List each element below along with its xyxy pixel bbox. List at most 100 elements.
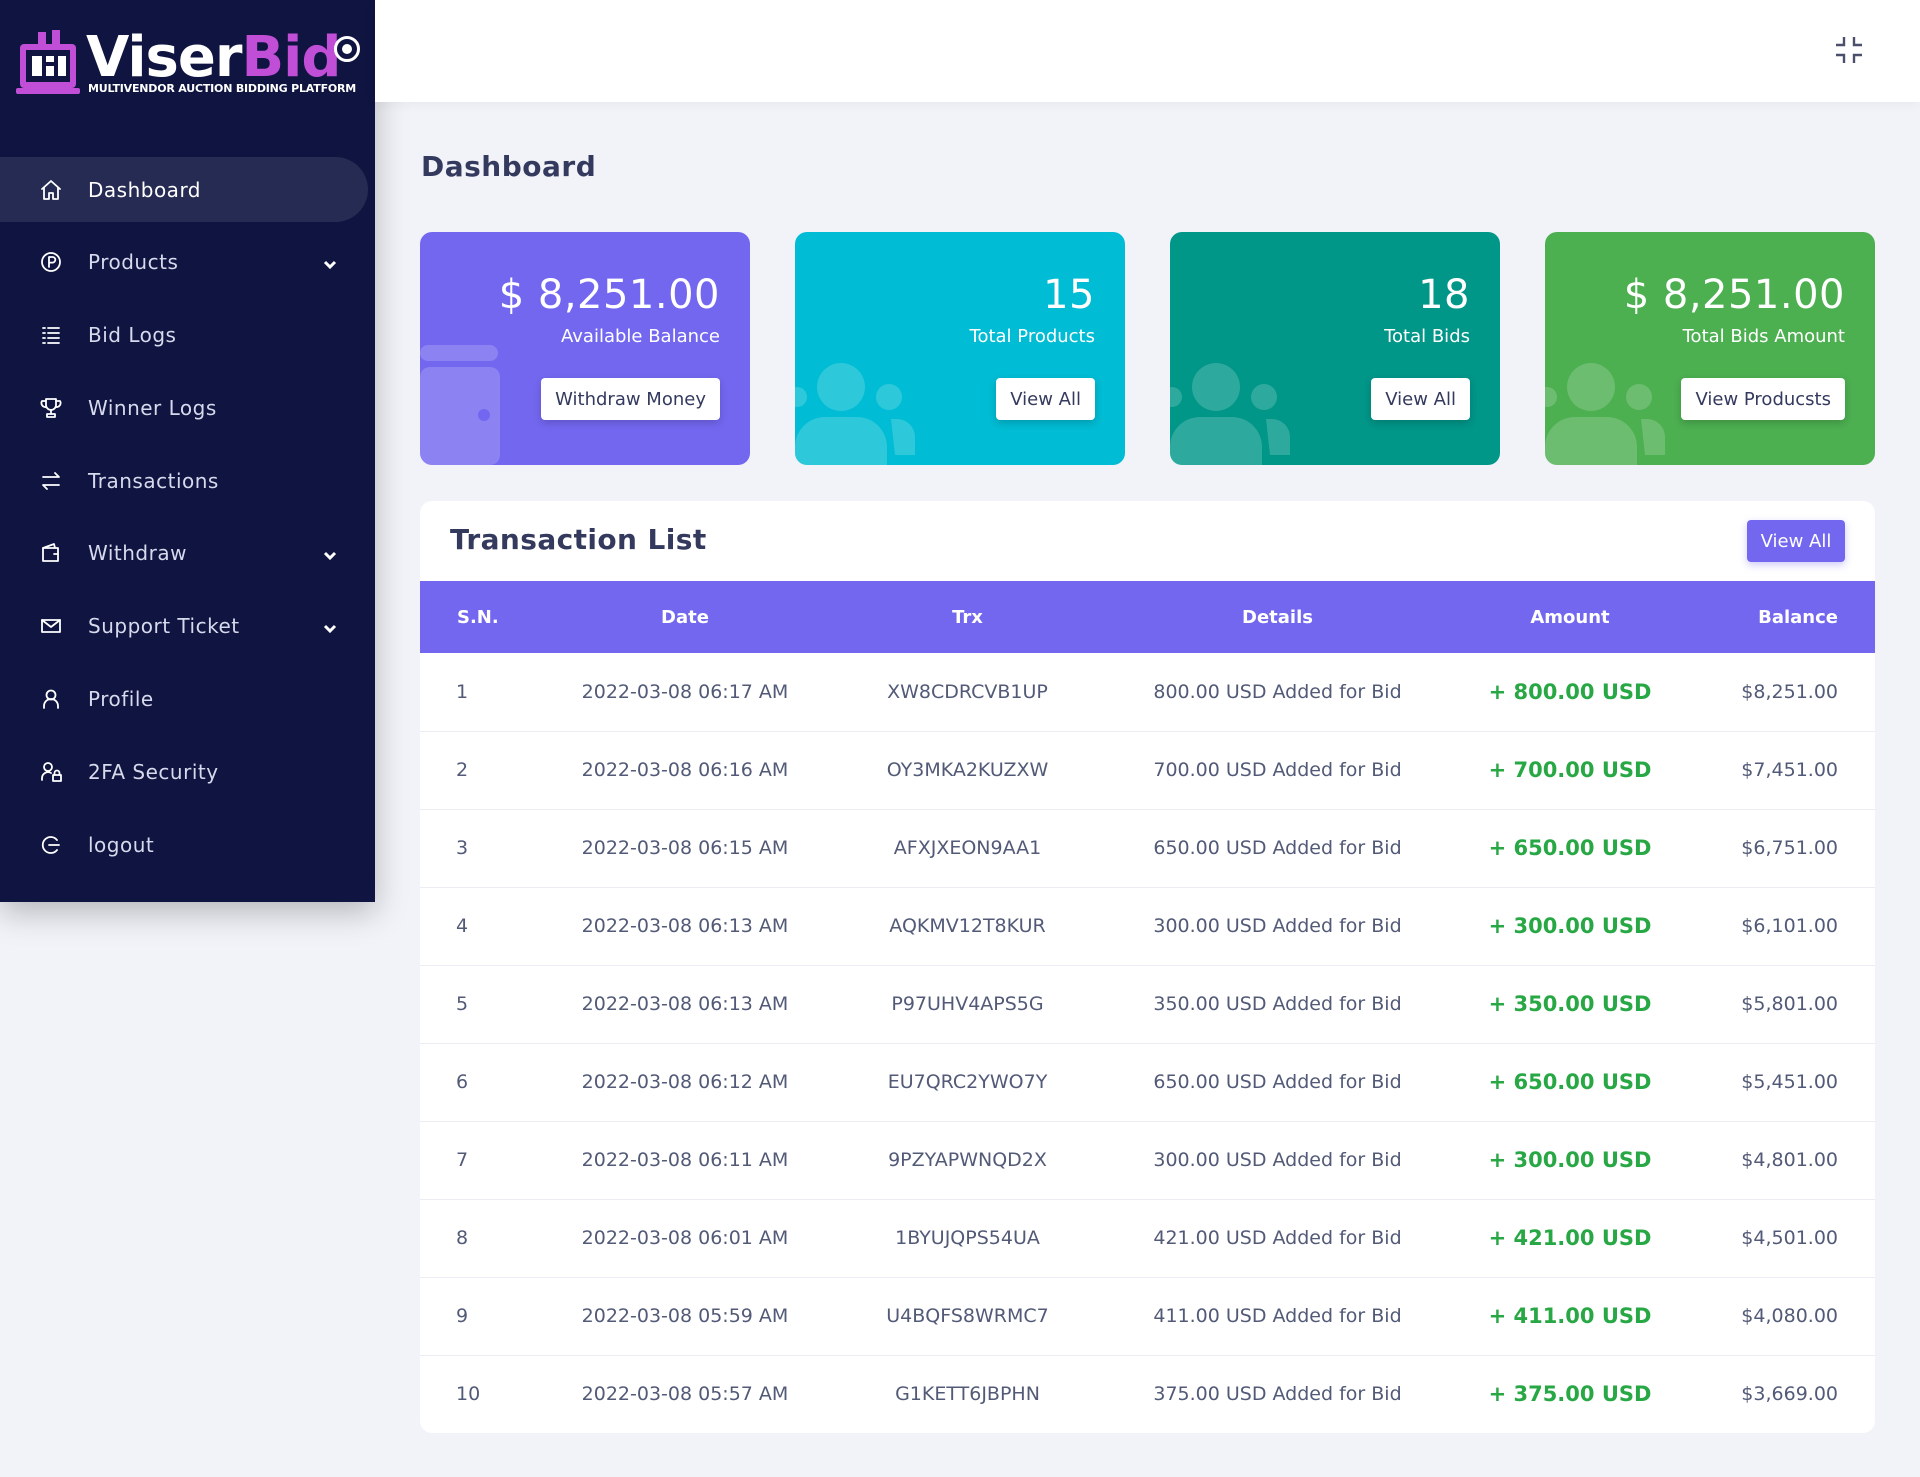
user-lock-icon (38, 759, 64, 785)
sidebar-item-label: 2FA Security (88, 759, 219, 784)
cell-details: 650.00 USD Added for Bid (1153, 1071, 1402, 1093)
cell-trx: AFXJXEON9AA1 (893, 837, 1042, 859)
cell-date: 2022-03-08 06:12 AM (581, 1071, 789, 1093)
home-icon (38, 177, 64, 203)
logo-icon (16, 30, 80, 94)
brand-tagline: MULTIVENDOR AUCTION BIDDING PLATFORM (88, 82, 357, 95)
table-row: 6 2022-03-08 06:12 AM EU7QRC2YWO7Y 650.0… (420, 1043, 1875, 1121)
sidebar-item-support-ticket[interactable]: Support Ticket (0, 594, 375, 659)
sidebar-item-label: logout (88, 832, 155, 857)
sidebar-item-2fa-security[interactable]: 2FA Security (0, 739, 375, 804)
table-row: 9 2022-03-08 05:59 AM U4BQFS8WRMC7 411.0… (420, 1277, 1875, 1355)
brand-name: ViserBid (86, 25, 341, 90)
card-total-bids: 18 Total Bids View All (1170, 232, 1500, 465)
cell-details: 411.00 USD Added for Bid (1153, 1305, 1402, 1327)
cell-date: 2022-03-08 06:16 AM (581, 759, 789, 781)
cell-details: 350.00 USD Added for Bid (1153, 993, 1402, 1015)
users-icon (1545, 363, 1665, 465)
cell-date: 2022-03-08 06:01 AM (581, 1227, 789, 1249)
wallet-icon (420, 345, 500, 465)
compress-icon[interactable] (1832, 33, 1866, 67)
users-icon (1170, 363, 1290, 465)
chevron-down-icon (322, 618, 340, 636)
view-all-transactions-button[interactable]: View All (1747, 520, 1845, 562)
withdraw-money-button[interactable]: Withdraw Money (541, 378, 720, 420)
sidebar-item-dashboard[interactable]: Dashboard (0, 157, 368, 222)
sidebar-nav: Dashboard Products Bid Logs Winner Logs … (0, 157, 375, 885)
cell-trx: OY3MKA2KUZXW (886, 759, 1049, 781)
transaction-table: S.N. Date Trx Details Amount Balance 1 2… (420, 581, 1875, 1433)
cell-balance: $4,501.00 (1741, 1227, 1838, 1249)
sidebar-item-transactions[interactable]: Transactions (0, 448, 375, 513)
cell-sn: 4 (456, 915, 469, 937)
cell-amount: + 421.00 USD (1488, 1226, 1652, 1250)
sidebar-item-logout[interactable]: logout (0, 812, 375, 877)
cell-trx: XW8CDRCVB1UP (887, 680, 1048, 703)
table-header-row: S.N. Date Trx Details Amount Balance (420, 581, 1875, 653)
sidebar-item-withdraw[interactable]: Withdraw (0, 521, 375, 586)
sidebar-item-label: Bid Logs (88, 323, 177, 348)
logout-icon (38, 832, 64, 858)
column-header-date: Date (661, 606, 709, 628)
view-all-bids-button[interactable]: View All (1371, 378, 1470, 420)
envelope-icon (38, 613, 64, 639)
sidebar-toggle-icon[interactable] (334, 36, 360, 62)
column-header-details: Details (1242, 606, 1313, 628)
table-row: 8 2022-03-08 06:01 AM 1BYUJQPS54UA 421.0… (420, 1199, 1875, 1277)
table-row: 10 2022-03-08 05:57 AM G1KETT6JBPHN 375.… (420, 1355, 1875, 1433)
cell-sn: 1 (456, 680, 469, 703)
cell-amount: + 800.00 USD (1488, 679, 1652, 704)
chevron-down-icon (322, 545, 340, 563)
transaction-list-panel: Transaction List View All S.N. Date Trx … (420, 501, 1875, 1433)
card-total-bids-amount: $ 8,251.00 Total Bids Amount View Produc… (1545, 232, 1875, 465)
sidebar: ViserBid MULTIVENDOR AUCTION BIDDING PLA… (0, 0, 375, 902)
card-available-balance: $ 8,251.00 Available Balance Withdraw Mo… (420, 232, 750, 465)
sidebar-item-label: Products (88, 250, 179, 275)
cell-trx: U4BQFS8WRMC7 (886, 1305, 1049, 1327)
topbar (375, 0, 1920, 102)
cell-amount: + 650.00 USD (1488, 836, 1652, 860)
cell-sn: 3 (456, 837, 469, 859)
sidebar-item-winner-logs[interactable]: Winner Logs (0, 375, 375, 440)
cell-amount: + 300.00 USD (1488, 914, 1652, 938)
cell-balance: $8,251.00 (1741, 680, 1838, 703)
card-label: Total Bids Amount (1682, 326, 1845, 347)
cell-trx: 1BYUJQPS54UA (895, 1227, 1040, 1249)
table-row: 4 2022-03-08 06:13 AM AQKMV12T8KUR 300.0… (420, 887, 1875, 965)
cell-sn: 2 (456, 759, 469, 781)
card-label: Total Products (969, 326, 1095, 347)
cell-date: 2022-03-08 06:15 AM (581, 837, 789, 859)
card-label: Available Balance (561, 326, 720, 347)
cell-date: 2022-03-08 06:13 AM (581, 993, 789, 1015)
sidebar-item-label: Transactions (88, 468, 219, 493)
sidebar-item-products[interactable]: Products (0, 230, 375, 295)
chevron-down-icon (322, 254, 340, 272)
trophy-icon (38, 395, 64, 421)
cell-trx: G1KETT6JBPHN (895, 1383, 1040, 1406)
card-value: $ 8,251.00 (498, 272, 720, 318)
wallet-icon (38, 540, 64, 566)
cell-trx: 9PZYAPWNQD2X (888, 1149, 1047, 1171)
view-products-button[interactable]: View Producsts (1681, 378, 1845, 420)
table-row: 1 2022-03-08 06:17 AM XW8CDRCVB1UP 800.0… (420, 653, 1875, 731)
product-icon (38, 249, 64, 275)
sidebar-item-bid-logs[interactable]: Bid Logs (0, 303, 375, 368)
cell-balance: $3,669.00 (1741, 1383, 1838, 1406)
card-value: 18 (1418, 272, 1470, 318)
cell-sn: 10 (456, 1383, 481, 1406)
sidebar-item-profile[interactable]: Profile (0, 667, 375, 732)
brand-logo[interactable]: ViserBid MULTIVENDOR AUCTION BIDDING PLA… (14, 26, 364, 100)
user-icon (38, 686, 64, 712)
cell-balance: $4,080.00 (1741, 1305, 1838, 1327)
view-all-products-button[interactable]: View All (996, 378, 1095, 420)
cell-details: 800.00 USD Added for Bid (1153, 680, 1402, 703)
cell-trx: EU7QRC2YWO7Y (887, 1071, 1048, 1093)
cell-sn: 7 (456, 1149, 469, 1171)
cell-date: 2022-03-08 06:13 AM (581, 915, 789, 937)
sidebar-item-label: Withdraw (88, 541, 187, 566)
cell-amount: + 350.00 USD (1488, 992, 1652, 1016)
cell-details: 700.00 USD Added for Bid (1153, 759, 1402, 781)
exchange-icon (38, 468, 64, 494)
cell-sn: 6 (456, 1071, 469, 1093)
page-title: Dashboard (421, 150, 597, 183)
